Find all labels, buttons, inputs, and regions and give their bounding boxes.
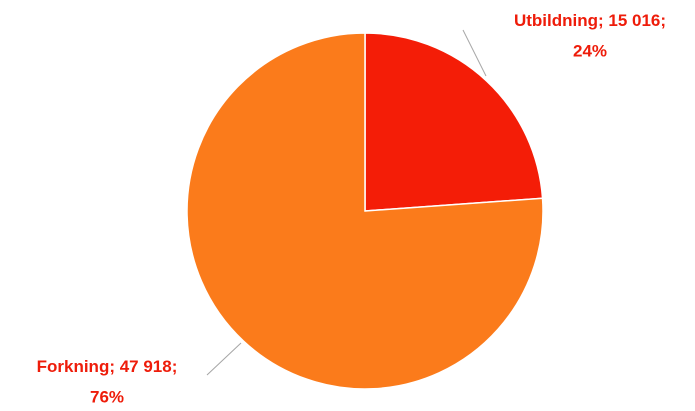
data-label-part: 15 016 bbox=[608, 11, 660, 30]
pie-slice bbox=[364, 32, 544, 212]
leader-line bbox=[462, 29, 487, 77]
data-label-part: ; bbox=[109, 357, 119, 376]
percent-label: 76% bbox=[90, 387, 124, 406]
data-label: Utbildning; 15 016; bbox=[514, 11, 666, 30]
data-label-part: ; bbox=[598, 11, 608, 30]
data-label-part: Forkning bbox=[37, 357, 110, 376]
percent-label: 24% bbox=[573, 41, 607, 60]
data-label: Forkning; 47 918; bbox=[37, 357, 178, 376]
data-label-part: Utbildning bbox=[514, 11, 598, 30]
leader-line bbox=[206, 342, 242, 376]
pie-slice bbox=[186, 32, 544, 390]
data-label-part: ; bbox=[172, 357, 178, 376]
data-label-part: 47 918 bbox=[120, 357, 172, 376]
data-label-part: ; bbox=[660, 11, 666, 30]
